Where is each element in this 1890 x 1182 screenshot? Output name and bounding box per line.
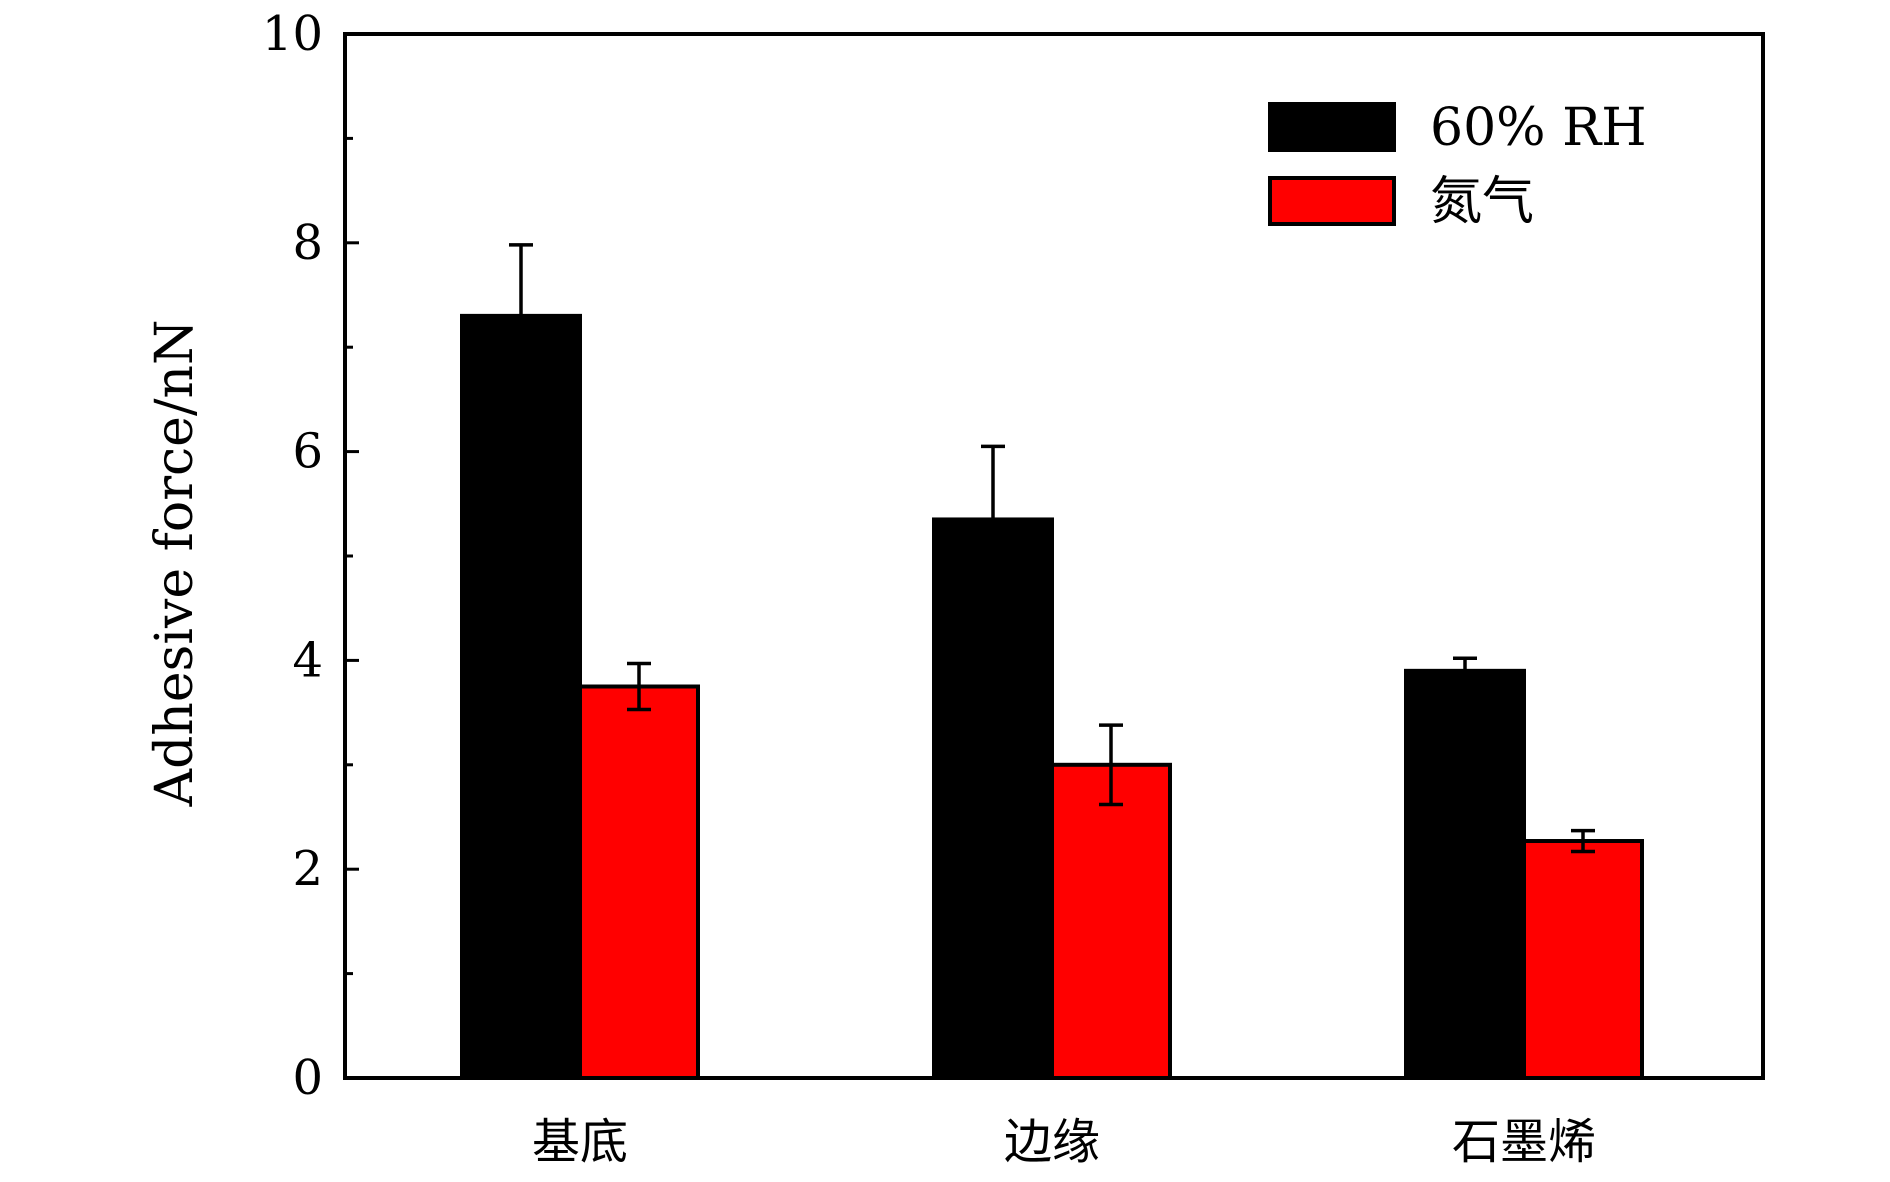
y-tick-label: 2 (292, 841, 323, 897)
legend-swatch-rh60 (1268, 102, 1396, 152)
x-category-label: 基底 (532, 1114, 628, 1170)
x-category-label: 边缘 (1004, 1114, 1100, 1170)
y-tick-label: 6 (292, 424, 323, 480)
legend-label-nitrogen: 氮气 (1430, 172, 1534, 232)
y-axis-title: Adhesive force/nN (145, 320, 205, 808)
bar-rh60 (932, 517, 1054, 1080)
bar-nitrogen (578, 684, 700, 1080)
bar-rh60 (1404, 668, 1526, 1081)
bars (460, 313, 1644, 1081)
bar-nitrogen (1050, 762, 1172, 1080)
legend-label-rh60: 60% RH (1430, 98, 1647, 158)
error-bars (509, 243, 1595, 854)
y-tick-label: 8 (292, 215, 323, 271)
bar-rh60 (460, 313, 582, 1080)
y-tick-label: 0 (292, 1050, 323, 1106)
y-axis-ticks: 0 2 4 6 8 10 (262, 6, 359, 1106)
y-tick-label: 10 (262, 6, 323, 62)
legend-swatch-nitrogen (1268, 176, 1396, 226)
legend: 60% RH 氮气 (1268, 98, 1647, 232)
x-category-label: 石墨烯 (1452, 1114, 1596, 1170)
x-axis-category-labels: 基底 边缘 石墨烯 (532, 1114, 1596, 1170)
y-tick-label: 4 (292, 632, 323, 688)
bar-nitrogen (1522, 839, 1644, 1081)
